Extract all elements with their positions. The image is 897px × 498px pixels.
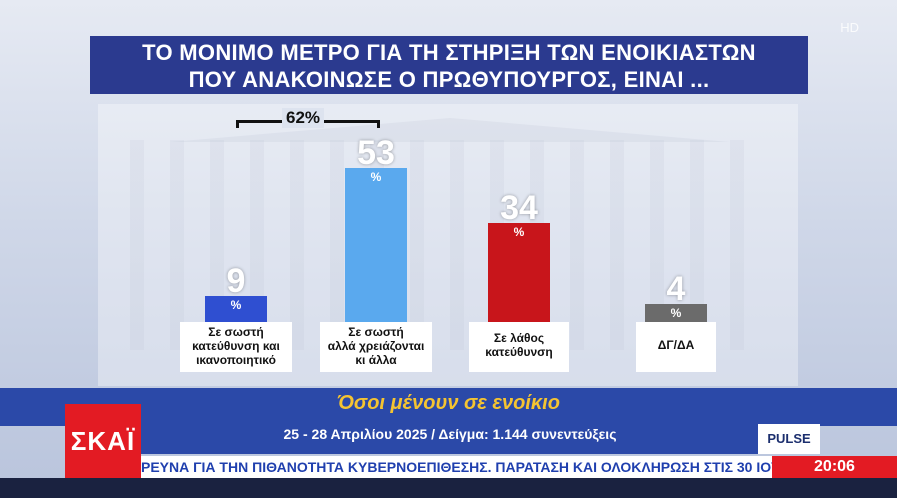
category-label-2-line-1: Σε σωστή — [348, 325, 404, 339]
bar-2 — [345, 168, 407, 322]
category-label-2-line-2: αλλά χρειάζονται — [327, 339, 425, 353]
bar-value-4: 4 — [666, 270, 686, 308]
category-label-2-line-3: κι άλλα — [355, 353, 397, 367]
category-label-1-line-1: Σε σωστή — [208, 325, 264, 339]
category-label-4-line-1: ΔΓ/ΔΑ — [657, 338, 695, 352]
channel-logo: ΣΚΑΪ — [65, 404, 141, 478]
hd-badge: HD — [840, 20, 859, 35]
category-label-4: ΔΓ/ΔΑ — [636, 322, 716, 372]
chart-subtitle: Όσοι μένουν σε ενοίκιο — [337, 392, 560, 414]
category-label-1-line-3: ικανοποιητικό — [196, 353, 276, 367]
category-label-3-line-1: Σε λάθος — [493, 331, 545, 345]
bar-3 — [488, 223, 550, 322]
bottom-bar — [0, 478, 897, 498]
bar-unit-3: % — [513, 225, 525, 240]
bar-1 — [205, 295, 267, 322]
survey-info: 25 - 28 Απριλίου 2025 / Δείγμα: 1.144 συ… — [283, 426, 617, 442]
bar-unit-2: % — [370, 170, 382, 184]
pollster-logo: PULSE — [758, 424, 820, 454]
bar-unit-4: % — [670, 306, 682, 320]
category-label-2: Σε σωστή αλλά χρειάζονται κι άλλα — [320, 322, 432, 372]
category-label-3-line-2: κατεύθυνση — [485, 345, 553, 359]
broadcast-clock: 20:06 — [772, 456, 897, 478]
bar-value-1: 9 — [226, 261, 246, 300]
chart-title-line-2: ΠΟΥ ΑΝΑΚΟΙΝΩΣΕ Ο ΠΡΩΘΥΠΟΥΡΓΟΣ, ΕΙΝΑΙ ... — [188, 67, 710, 92]
category-label-1-line-2: κατεύθυνση και — [192, 339, 280, 353]
chart-title-line-1: ΤΟ ΜΟΝΙΜΟ ΜΕΤΡΟ ΓΙΑ ΤΗ ΣΤΗΡΙΞΗ ΤΩΝ ΕΝΟΙΚ… — [142, 40, 756, 65]
combined-annotation: 62% — [282, 108, 325, 128]
category-label-1: Σε σωστή κατεύθυνση και ικανοποιητικό — [180, 322, 292, 372]
survey-info-strip — [140, 424, 760, 454]
category-label-3: Σε λάθος κατεύθυνση — [469, 322, 569, 372]
chart-title: ΤΟ ΜΟΝΙΜΟ ΜΕΤΡΟ ΓΙΑ ΤΗ ΣΤΗΡΙΞΗ ΤΩΝ ΕΝΟΙΚ… — [90, 36, 808, 94]
news-ticker: ΡΕΥΝΑ ΓΙΑ ΤΗΝ ΠΙΘΑΝΟΤΗΤΑ ΚΥΒΕΡΝΟΕΠΙΘΕΣΗΣ… — [141, 456, 772, 478]
subtitle-strip — [0, 388, 897, 426]
bar-value-2: 53 — [357, 134, 395, 172]
bar-value-3: 34 — [500, 189, 538, 228]
bar-4 — [645, 304, 707, 322]
bar-unit-1: % — [230, 297, 242, 312]
